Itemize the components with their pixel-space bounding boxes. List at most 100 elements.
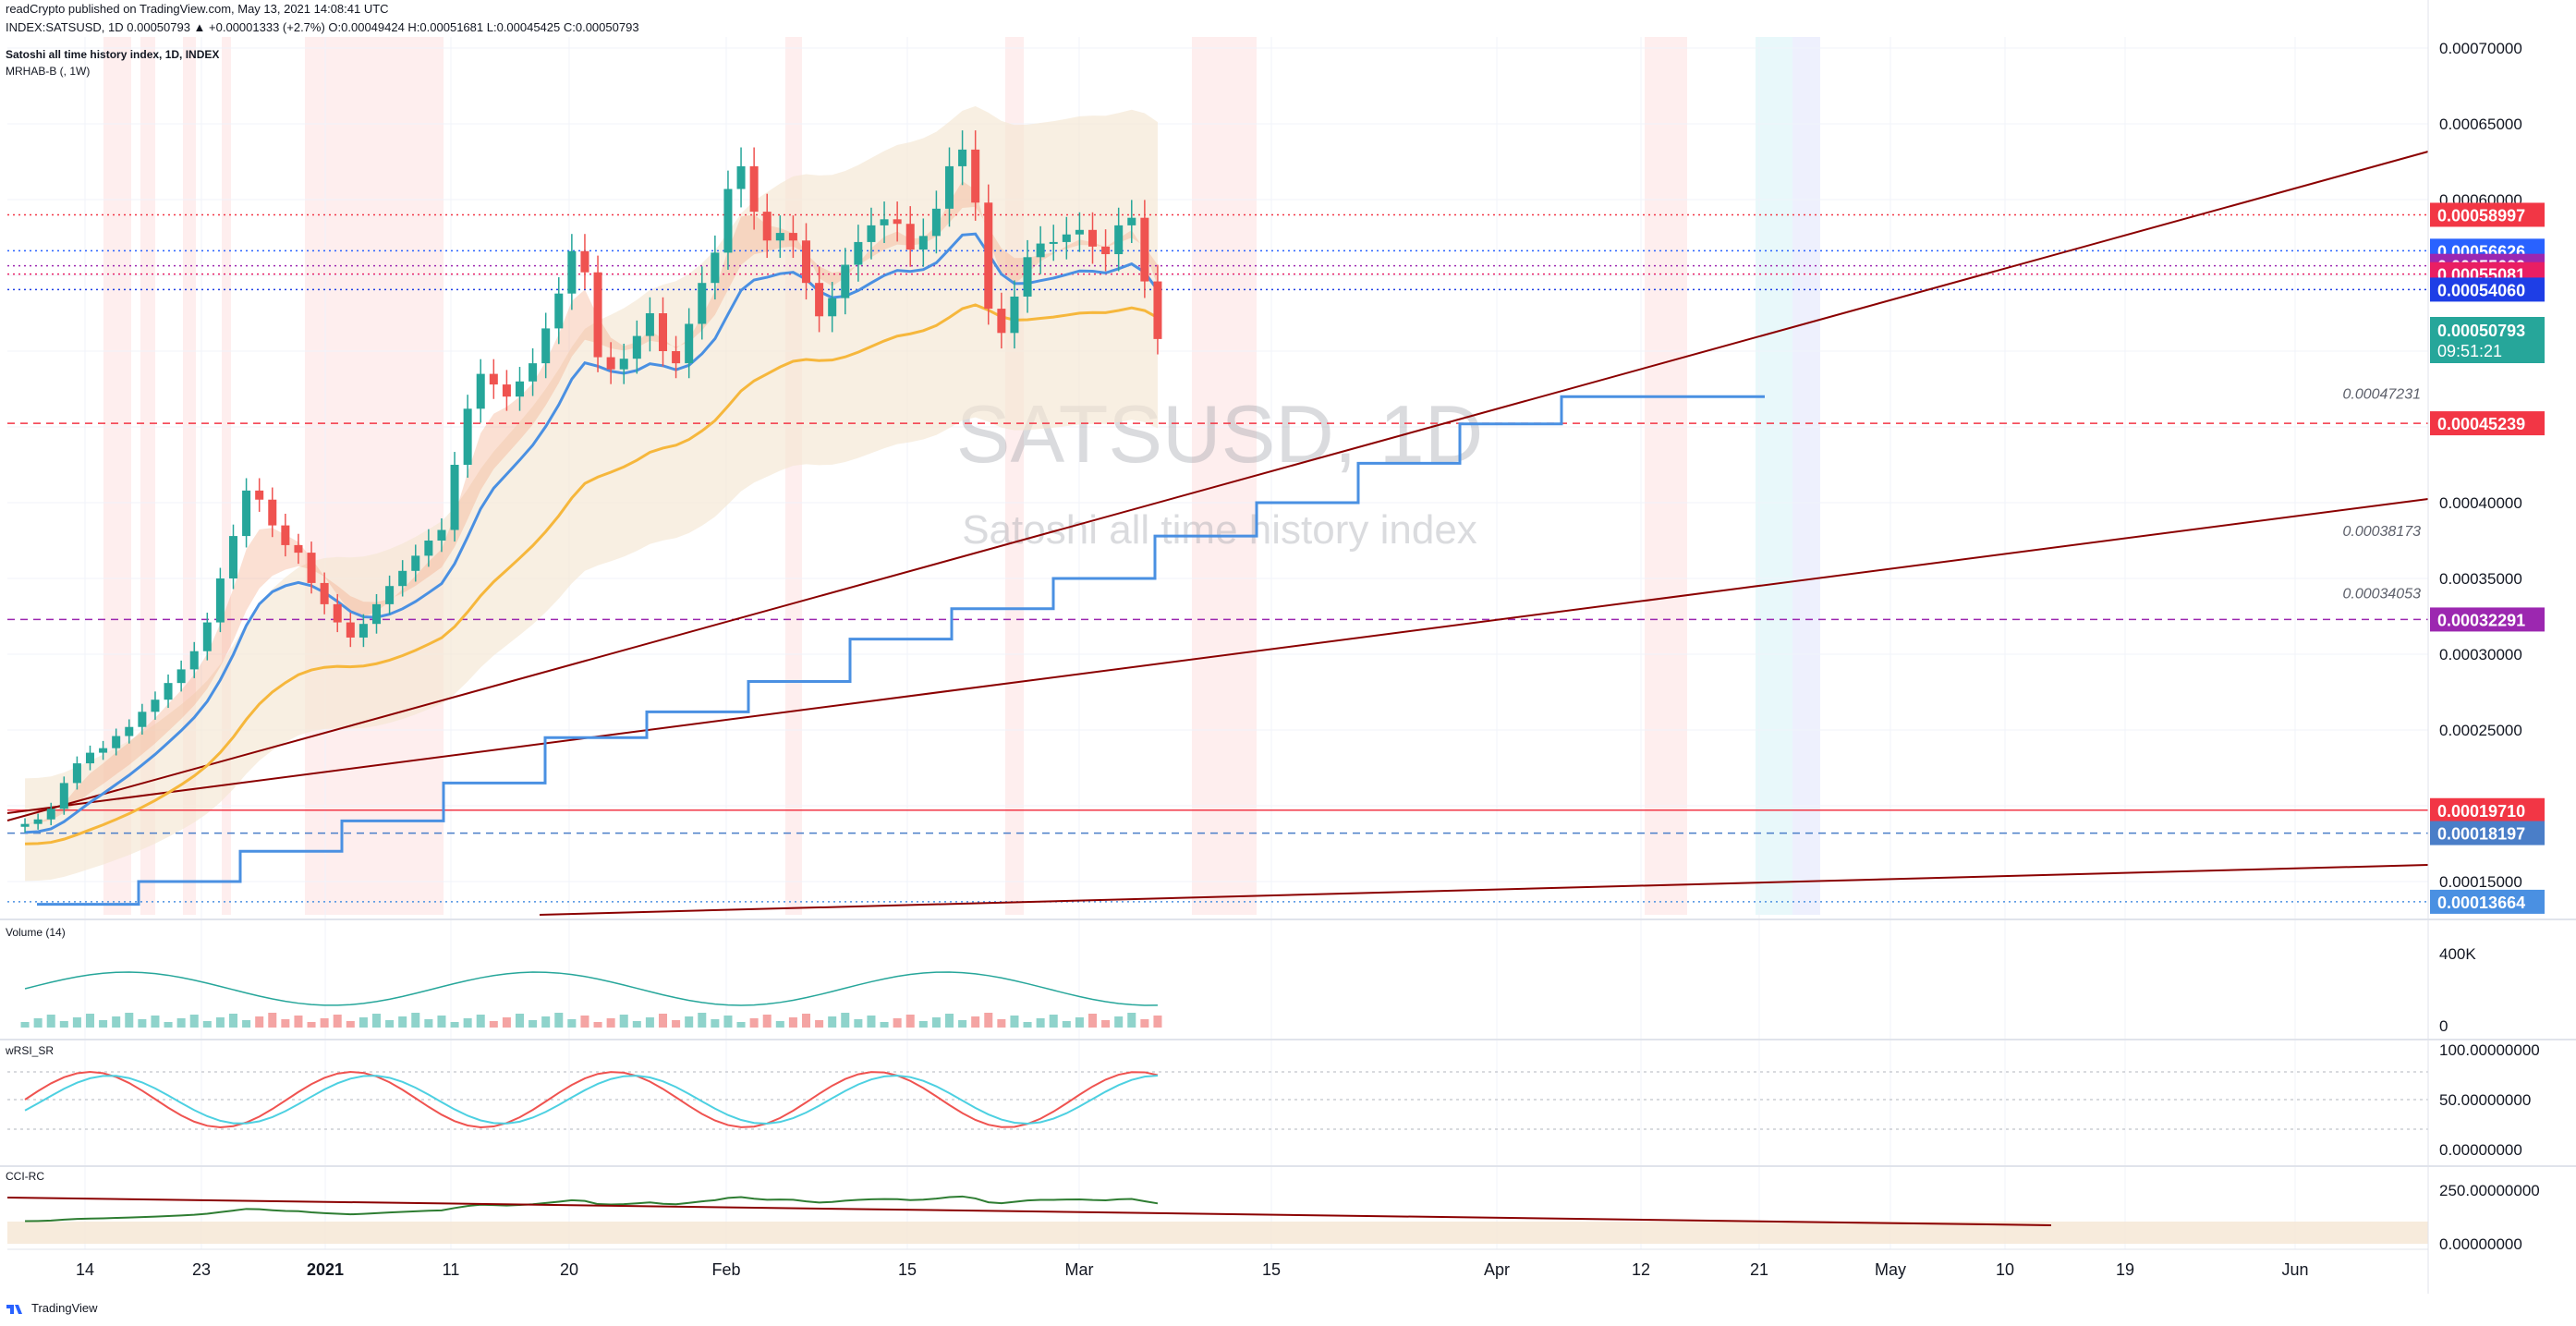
price-tag-box (2430, 277, 2545, 302)
ribbon-area (25, 181, 1158, 824)
indicator-legend[interactable]: MRHAB-B (, 1W) (6, 65, 91, 78)
volume-bar (151, 1016, 160, 1028)
cci-legend[interactable]: CCI-RC (6, 1170, 44, 1183)
volume-bar (541, 1016, 551, 1028)
candle-body (944, 165, 954, 209)
volume-legend[interactable]: Volume (14) (6, 926, 66, 939)
volume-bar (1010, 1016, 1019, 1028)
candle-body (984, 202, 993, 310)
volume-bar (1023, 1022, 1032, 1028)
volume-bar (593, 1022, 602, 1028)
price-tag-box (2430, 821, 2545, 845)
moving-averages (24, 232, 1765, 906)
volume-bar (905, 1015, 915, 1028)
volume-bar (801, 1014, 811, 1028)
volume-bar (411, 1013, 420, 1028)
candle-body (918, 236, 928, 250)
trend-line (6, 498, 2429, 814)
candle-body (1036, 243, 1045, 258)
time-tick: May (1875, 1260, 1906, 1279)
candle-body (20, 823, 30, 827)
candle-body (788, 233, 797, 241)
candle-body (1049, 241, 1058, 244)
candle-body (762, 212, 772, 241)
shade-strip (222, 37, 231, 915)
price-tag-text: 0.00032291 (2437, 611, 2525, 629)
last-price-countdown: 09:51:21 (2437, 342, 2502, 360)
shade-strip (785, 37, 802, 915)
volume-bar (1036, 1018, 1045, 1028)
trend-line (539, 864, 2429, 916)
volume-bar (723, 1016, 733, 1028)
candle-body (1010, 296, 1019, 334)
last-price-text: 0.00050793 (2437, 322, 2525, 340)
volume-bar (33, 1018, 43, 1028)
price-tick: 0.00030000 (2439, 646, 2522, 663)
volume-bar (580, 1016, 589, 1028)
candle-body (151, 699, 160, 712)
weekly-step-line (37, 395, 1765, 906)
candle-body (1127, 217, 1136, 225)
trend-line (6, 151, 2429, 821)
volume-bar (176, 1018, 186, 1028)
tradingview-logo-icon (6, 1304, 22, 1314)
volume-bar (281, 1019, 290, 1028)
volume-bar (828, 1016, 837, 1028)
shade-strip (1792, 37, 1820, 915)
volume-bar (672, 1020, 681, 1028)
candle-body (112, 736, 121, 748)
cci-average-line (6, 1197, 2052, 1226)
cci-tick: 250.00000000 (2439, 1182, 2540, 1199)
volume-bar (502, 1017, 511, 1028)
footer: TradingView (6, 1301, 98, 1315)
volume-bar (918, 1021, 928, 1028)
volume-bar (476, 1015, 485, 1028)
envelope-band (25, 105, 1158, 882)
volume-bar (138, 1019, 147, 1028)
candle-body (294, 544, 303, 554)
interval[interactable]: 1D (108, 20, 124, 34)
symbol[interactable]: INDEX:SATSUSD (6, 20, 102, 34)
volume-bar (762, 1015, 772, 1028)
candle-body (255, 490, 264, 500)
price-tag-box (2430, 607, 2545, 632)
volume-bar (463, 1018, 472, 1028)
volume-bar (85, 1014, 95, 1028)
volume-bar (398, 1016, 407, 1028)
volume-bar (1062, 1021, 1071, 1028)
volume-bar (1153, 1016, 1162, 1028)
candle-body (463, 408, 472, 465)
volume-bar (164, 1022, 173, 1028)
candle-body (658, 313, 668, 351)
volume-bar (189, 1015, 199, 1028)
time-tick: 15 (1262, 1260, 1281, 1279)
volume-bar (1140, 1019, 1149, 1028)
slow-average-line (25, 303, 1159, 845)
candle-body (971, 149, 980, 203)
candle-body (502, 384, 511, 397)
shade-strip (1192, 37, 1257, 915)
candle-body (242, 490, 251, 537)
time-tick: 10 (1996, 1260, 2014, 1279)
candle-body (619, 359, 628, 370)
price-tag-box (2430, 411, 2545, 436)
volume-bar (749, 1018, 759, 1028)
time-tick: Jun (2281, 1260, 2308, 1279)
time-tick: 15 (898, 1260, 917, 1279)
candle-body (606, 357, 615, 370)
candle-body (1023, 257, 1032, 297)
volume-bar (1114, 1016, 1124, 1028)
volume-bar (20, 1022, 30, 1028)
time-axis[interactable]: 14 23 2021 11 20 Feb 15 Mar 15 Apr 12 21 May 10 19 Jun (7, 1248, 2428, 1279)
level-note: 0.00038173 (2342, 524, 2421, 540)
wrsi-legend[interactable]: wRSI_SR (6, 1044, 55, 1057)
price-tag-box (2430, 797, 2545, 822)
volume-tick: 400K (2439, 945, 2476, 963)
candle-body (33, 819, 43, 824)
cci-line (25, 1195, 1159, 1223)
volume-bar (72, 1017, 81, 1028)
grid (7, 37, 2428, 1249)
candle-body (164, 683, 173, 700)
footer-brand[interactable]: TradingView (31, 1301, 98, 1315)
